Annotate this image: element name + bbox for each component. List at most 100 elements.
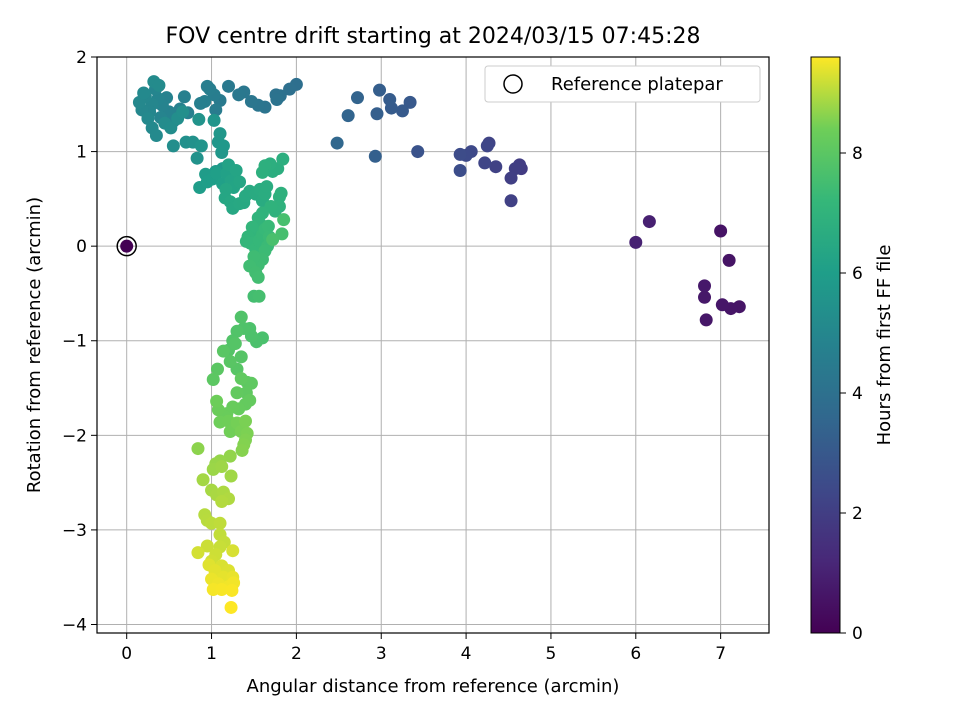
scatter-point <box>411 145 425 159</box>
scatter-point <box>194 139 208 153</box>
scatter-point <box>222 79 236 93</box>
scatter-point <box>373 83 387 97</box>
y-tick-label: 1 <box>76 143 87 163</box>
scatter-point <box>275 227 289 241</box>
scatter-point <box>261 219 275 233</box>
scatter-point <box>395 104 409 118</box>
scatter-point <box>230 386 244 400</box>
scatter-point <box>229 163 243 177</box>
colorbar-label: Hours from first FF file <box>874 245 895 446</box>
colorbar-tick-label: 6 <box>852 264 863 284</box>
scatter-point <box>196 473 210 487</box>
scatter-point <box>504 171 518 185</box>
scatter-point <box>228 337 242 351</box>
scatter-point <box>216 139 230 153</box>
reference-platepar-marker <box>116 235 137 257</box>
scatter-point <box>200 539 214 553</box>
colorbar-gradient <box>810 56 841 634</box>
scatter-point <box>368 149 382 163</box>
scatter-point <box>270 93 284 107</box>
scatter-point <box>224 469 238 483</box>
x-tick-label: 3 <box>376 644 387 664</box>
scatter-point <box>210 394 224 408</box>
scatter-point <box>350 91 364 105</box>
scatter-point <box>266 233 280 247</box>
scatter-point <box>215 582 229 596</box>
x-tick-label: 2 <box>291 644 302 664</box>
x-tick-label: 0 <box>121 644 132 664</box>
scatter-point <box>224 600 238 614</box>
scatter-point <box>120 239 134 253</box>
scatter-point <box>478 156 492 170</box>
chart-title: FOV centre drift starting at 2024/03/15 … <box>166 24 701 49</box>
scatter-points <box>120 75 746 614</box>
scatter-point <box>223 355 237 369</box>
colorbar-ticks: 0 2 4 6 8 <box>840 144 863 644</box>
scatter-point <box>244 94 258 108</box>
y-tick-label: −1 <box>62 332 87 352</box>
legend-box <box>484 65 761 103</box>
scatter-point <box>232 88 246 102</box>
x-tick-label: 7 <box>715 644 726 664</box>
plot-frame <box>96 56 770 634</box>
scatter-point <box>341 109 355 123</box>
scatter-point <box>194 96 208 110</box>
scatter-point <box>210 362 224 376</box>
scatter-point <box>191 546 205 560</box>
colorbar-tick-label: 8 <box>852 144 863 164</box>
scatter-point <box>137 86 151 100</box>
scatter-point <box>190 151 204 165</box>
colorbar: 0 2 4 6 8 Hours from first FF file <box>810 56 895 644</box>
scatter-point <box>192 112 206 126</box>
scatter-point <box>276 152 290 166</box>
scatter-point <box>714 224 728 238</box>
scatter-point <box>166 139 180 153</box>
scatter-point <box>698 290 712 304</box>
x-tick-label: 1 <box>206 644 217 664</box>
scatter-point <box>213 127 227 141</box>
scatter-point <box>642 215 656 229</box>
scatter-point <box>152 78 166 92</box>
legend-marker <box>503 74 523 94</box>
x-tick-label: 6 <box>630 644 641 664</box>
scatter-point <box>223 449 237 463</box>
x-tick-label: 4 <box>461 644 472 664</box>
scatter-point <box>274 186 288 200</box>
scatter-point <box>255 165 269 179</box>
scatter-point <box>177 90 191 104</box>
scatter-point <box>234 350 248 364</box>
scatter-point <box>191 442 205 456</box>
scatter-point <box>480 139 494 153</box>
scatter-point <box>277 213 291 227</box>
scatter-point <box>215 460 229 474</box>
x-axis-label: Angular distance from reference (arcmin) <box>247 676 620 697</box>
scatter-point <box>403 95 417 109</box>
scatter-point <box>283 82 297 96</box>
scatter-point <box>234 310 248 324</box>
legend: Reference platepar <box>484 65 761 103</box>
scatter-point <box>251 270 265 284</box>
scatter-point <box>207 113 221 127</box>
scatter-point <box>216 344 230 358</box>
scatter-point <box>453 163 467 177</box>
scatter-point <box>210 166 224 180</box>
y-tick-label: −3 <box>62 521 87 541</box>
scatter-point <box>215 495 229 509</box>
grid-lines <box>97 56 769 633</box>
scatter-point <box>206 373 220 387</box>
scatter-point <box>252 289 266 303</box>
y-tick-label: 2 <box>76 48 87 68</box>
x-axis-ticks: 0 1 2 3 4 5 6 7 <box>121 633 726 664</box>
reference-marker <box>116 235 137 257</box>
scatter-point <box>698 279 712 293</box>
colorbar-tick-label: 4 <box>852 384 863 404</box>
scatter-point <box>260 180 274 194</box>
scatter-point <box>722 253 736 267</box>
legend-entry-label: Reference platepar <box>551 74 723 95</box>
y-axis-label: Rotation from reference (arcmin) <box>24 197 45 493</box>
scatter-point <box>233 175 247 189</box>
scatter-point <box>715 298 729 312</box>
scatter-point <box>504 194 518 208</box>
scatter-point <box>200 79 214 93</box>
